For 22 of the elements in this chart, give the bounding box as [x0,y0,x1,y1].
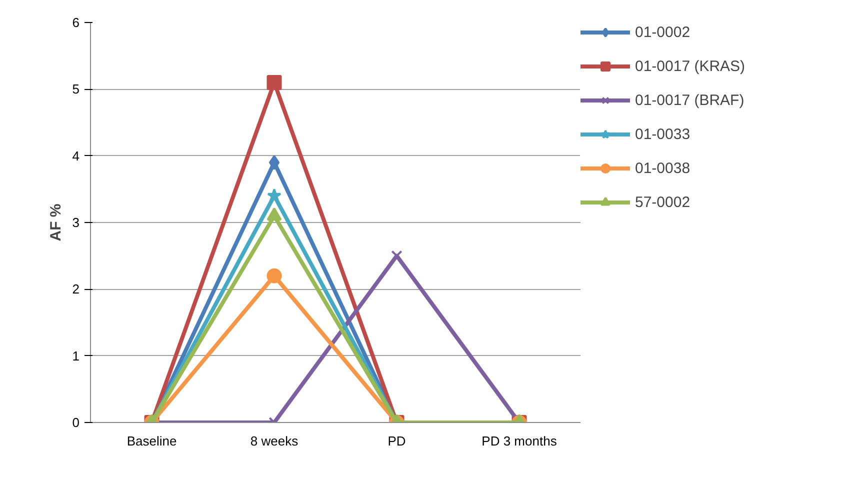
x-tick-label: PD 3 months [482,434,558,448]
legend-label: 01-0017 (KRAS) [635,58,746,74]
y-tick-label: 6 [72,15,80,30]
y-tick-label: 4 [72,148,80,164]
x-tick-label: Baseline [126,434,177,448]
x-tick-label: PD [388,434,406,448]
x-tick-label: 8 weeks [250,434,299,448]
y-tick-label: 5 [72,82,80,97]
point [266,75,282,90]
y-tick-label: 3 [72,215,80,230]
legend-label: 01-0038 [635,160,690,176]
legend-label: 57-0002 [635,194,690,210]
legend-label: 01-0002 [635,24,690,40]
y-tick-label: 1 [72,348,80,364]
y-tick-label: 2 [72,282,80,297]
y-axis-title: AF % [47,204,64,242]
y-tick-label: 0 [72,415,80,430]
legend-label: 01-0017 (BRAF) [635,92,744,108]
point [267,188,282,202]
point [266,207,282,221]
point [268,155,280,170]
legend-label: 01-0033 [635,126,690,142]
